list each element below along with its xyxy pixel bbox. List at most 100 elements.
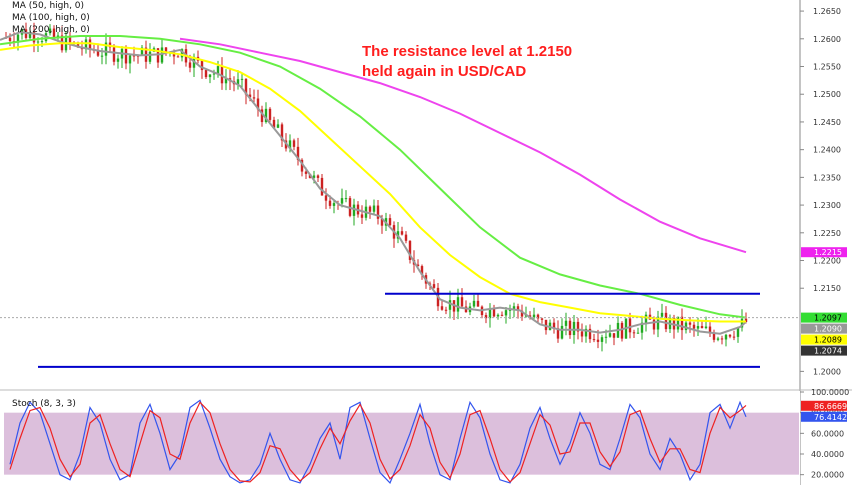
ma-line-ma-200-high-0-: [179, 37, 747, 254]
candle-body: [568, 320, 572, 336]
price-tick-label: 1.2350: [813, 173, 841, 182]
candle-body: [148, 51, 152, 62]
candle-body: [40, 41, 44, 43]
annotation-line-1: The resistance level at 1.2150: [362, 43, 572, 60]
candle-body: [444, 309, 448, 311]
candle-body: [664, 312, 668, 330]
candle-body: [576, 321, 580, 332]
candle-body: [208, 74, 212, 78]
candle-body: [556, 328, 560, 339]
candle-body: [312, 175, 316, 178]
stoch-line-pct-d: [9, 401, 747, 483]
candle-body: [360, 214, 364, 218]
candle-body: [408, 240, 412, 260]
price-tick-label: 1.2600: [813, 35, 841, 44]
candle-body: [516, 306, 520, 311]
candle-body: [700, 326, 704, 329]
candle-body: [288, 140, 292, 149]
candle-body: [248, 94, 252, 98]
candle-body: [644, 314, 648, 323]
candle-body: [304, 171, 308, 174]
price-badge-label: 1.2215: [814, 248, 842, 257]
price-axis: 1.2650 1.2600 1.2550 1.2500 1.2450 1.2400 1.23…: [800, 7, 841, 376]
stoch-badge-label: 86.6669: [814, 402, 847, 411]
candle-body: [296, 146, 300, 160]
candle-body: [260, 109, 264, 123]
candle-body: [560, 325, 564, 339]
candle-body: [292, 140, 296, 147]
candle-body: [420, 266, 424, 276]
candle-body: [536, 314, 540, 319]
candle-body: [708, 326, 712, 334]
candle-body: [612, 333, 616, 338]
candle-body: [500, 314, 504, 316]
candle-body: [448, 300, 452, 310]
candle-body: [224, 78, 228, 84]
candle-body: [508, 309, 512, 311]
stoch-tick-label: 40.0000: [811, 450, 844, 459]
candle-body: [684, 322, 688, 331]
candle-body: [104, 42, 108, 56]
stoch-badge: [801, 411, 847, 422]
candle-body: [188, 62, 192, 68]
candle-body: [176, 56, 180, 58]
price-tick-label: 1.2300: [813, 201, 841, 210]
candle-body: [324, 195, 328, 201]
candle-body: [236, 79, 240, 85]
price-tick-label: 1.2650: [813, 7, 841, 16]
candle-body: [272, 119, 276, 128]
candle-body: [140, 47, 144, 56]
candle-body: [704, 326, 708, 329]
candle-body: [496, 314, 500, 317]
candle-body: [352, 204, 356, 216]
support-resistance-lines: [0, 292, 800, 368]
candle-body: [200, 60, 204, 71]
candle-body: [732, 336, 736, 338]
candle-body: [252, 97, 256, 99]
candle-body: [212, 73, 216, 75]
candle-body: [596, 339, 600, 342]
candle-body: [124, 48, 128, 64]
candle-body: [460, 297, 464, 307]
candle-body: [456, 297, 460, 312]
candle-body: [608, 333, 612, 337]
stoch-lines: [9, 399, 747, 484]
candle-body: [472, 300, 476, 307]
candle-body: [492, 308, 496, 317]
price-badge-label: 1.2097: [814, 314, 842, 323]
stoch-badges: 86.6669 76.4142: [801, 400, 847, 422]
candle-body: [52, 28, 56, 39]
candle-body: [680, 316, 684, 331]
candle-body: [488, 308, 492, 319]
candle-body: [600, 337, 604, 342]
ma-line-ma-50-high-0-: [0, 31, 747, 335]
annotation-line-2: held again in USD/CAD: [362, 63, 526, 80]
candle-body: [588, 328, 592, 340]
candle-body: [380, 218, 384, 226]
price-tick-label: 1.2400: [813, 146, 841, 155]
candle-body: [84, 39, 88, 50]
candle-body: [540, 318, 544, 320]
candle-body: [572, 321, 576, 336]
candle-body: [728, 334, 732, 337]
candle-body: [504, 310, 508, 316]
stoch-badge-label: 76.4142: [814, 413, 847, 422]
candle-body: [416, 264, 420, 267]
stoch-tick-label: 60.0000: [811, 429, 844, 438]
candle-body: [696, 326, 700, 329]
candle-body: [652, 319, 656, 330]
stoch-tick-label: 100.0000: [811, 388, 849, 397]
candle-body: [720, 338, 724, 340]
candle-body: [532, 314, 536, 318]
candle-body: [716, 338, 720, 340]
candle-body: [276, 124, 280, 128]
price-badge: [801, 345, 847, 356]
legend-ma-100: MA (100, high, 0): [12, 13, 90, 23]
candle-body: [48, 28, 52, 34]
legend-ma-50: MA (50, high, 0): [12, 1, 84, 11]
price-tick-label: 1.2200: [813, 257, 841, 266]
candle-body: [692, 324, 696, 329]
candle-body: [100, 55, 104, 57]
candle-body: [592, 339, 596, 341]
candle-body: [636, 332, 640, 334]
